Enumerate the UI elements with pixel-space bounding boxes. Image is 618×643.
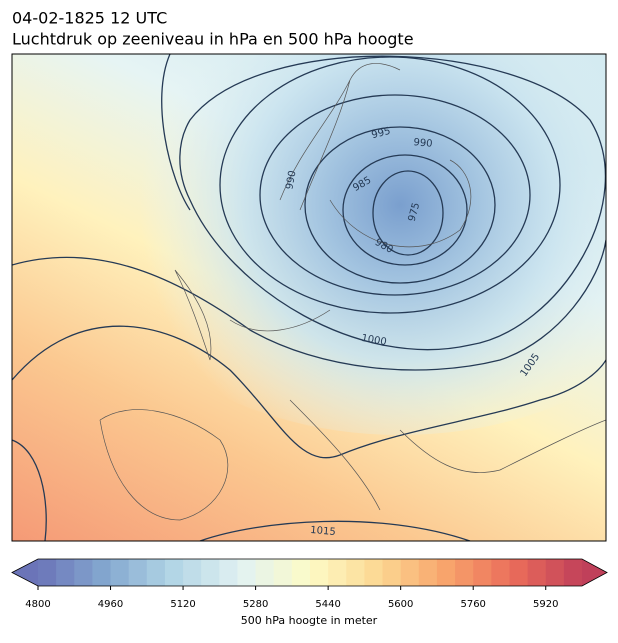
title: 04-02-1825 12 UTC: [12, 9, 167, 28]
colorbar-segment: [201, 559, 220, 586]
colorbar-segment: [291, 559, 311, 586]
colorbar-segment: [146, 559, 166, 586]
colorbar-tick-label: 5920: [533, 599, 558, 610]
colorbar-segment: [527, 559, 547, 586]
colorbar-segment: [273, 559, 293, 586]
colorbar-segment: [509, 559, 529, 586]
colorbar-segment: [74, 559, 93, 586]
colorbar-segment: [92, 559, 112, 586]
contour-label: 975: [407, 201, 423, 222]
contour-label: 1015: [310, 525, 336, 538]
colorbar-segment: [164, 559, 184, 586]
colorbar-segment: [545, 559, 565, 586]
coastlines: [99, 63, 606, 521]
colorbar-segment: [436, 559, 456, 586]
colorbar-tick-label: 5600: [388, 599, 413, 610]
colorbar-tick-label: 5280: [243, 599, 268, 610]
colorbar-label: 500 hPa hoogte in meter: [241, 614, 378, 627]
colorbar-tick-label: 4800: [25, 599, 50, 610]
colorbar-segment: [183, 559, 202, 586]
colorbar-segment: [310, 559, 329, 586]
colorbar-segment: [110, 559, 130, 586]
colorbar-segment: [237, 559, 257, 586]
colorbar-segment: [56, 559, 75, 586]
isobars: [12, 54, 606, 541]
contour-label: 990: [413, 137, 433, 150]
subtitle: Luchtdruk op zeeniveau in hPa en 500 hPa…: [12, 30, 414, 49]
colorbar-tick-label: 5760: [460, 599, 485, 610]
colorbar-segment: [563, 559, 583, 586]
colorbar-segment: [128, 559, 148, 586]
colorbar-segment: [455, 559, 474, 586]
colorbar-extend-high: [582, 559, 607, 586]
map-frame: [11, 53, 607, 542]
colorbar-segment: [255, 559, 275, 586]
contour-label: 990: [284, 170, 298, 191]
colorbar-tick-label: 4960: [98, 599, 123, 610]
colorbar-segment: [328, 559, 347, 586]
colorbar-segment: [38, 559, 57, 586]
colorbar-segment: [473, 559, 492, 586]
colorbar-tick-label: 5120: [170, 599, 195, 610]
contour-label: 1000: [360, 333, 387, 348]
colorbar-extend-low: [12, 559, 38, 586]
colorbar-segment: [491, 559, 510, 586]
contour-label: 995: [370, 126, 391, 142]
colorbar-segment: [382, 559, 402, 586]
colorbar-segment: [418, 559, 438, 586]
colorbar-segment: [400, 559, 420, 586]
low-pressure-area: [80, 54, 606, 435]
colorbar-tick-label: 5440: [315, 599, 340, 610]
colorbar-segment: [219, 559, 238, 586]
colorbar-segment: [364, 559, 384, 586]
colorbar-segment: [346, 559, 365, 586]
map: [12, 54, 606, 541]
